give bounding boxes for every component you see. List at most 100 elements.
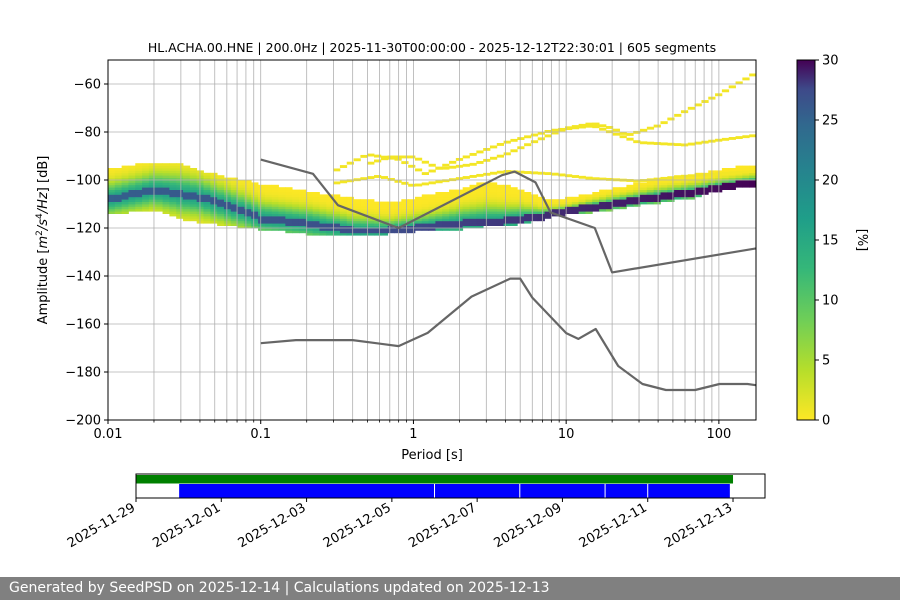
- heatmap-cell: [394, 230, 402, 234]
- heatmap-cell: [353, 199, 361, 202]
- footer-bar: Generated by SeedPSD on 2025-12-14 | Cal…: [0, 577, 900, 600]
- heatmap-cell: [210, 201, 218, 205]
- heatmap-cell: [449, 192, 457, 195]
- heatmap-cell: [162, 175, 170, 178]
- heatmap-cell: [558, 206, 566, 210]
- heatmap-cell: [469, 206, 477, 210]
- heatmap-cell: [367, 208, 375, 212]
- heatmap-cell: [517, 208, 525, 212]
- heatmap-cell: [237, 192, 245, 195]
- heatmap-cell: [155, 177, 163, 181]
- heatmap-cell: [414, 213, 423, 217]
- heatmap-cell: [394, 201, 402, 205]
- heatmap-cell: [605, 196, 614, 200]
- heatmap-cell: [217, 206, 225, 210]
- heatmap-cell: [462, 206, 470, 210]
- heatmap-cell: [108, 168, 116, 171]
- heatmap-cell: [271, 216, 279, 219]
- heatmap-cell: [667, 180, 675, 183]
- heatmap-cell: [578, 199, 586, 202]
- heatmap-cell: [660, 196, 668, 200]
- heatmap-cell: [264, 216, 273, 219]
- heatmap-cell: [721, 168, 730, 171]
- heatmap-cell: [142, 165, 150, 169]
- heatmap-cell: [326, 218, 334, 222]
- heatmap-cell: [237, 199, 245, 202]
- heatmap-cell: [674, 177, 682, 181]
- heatmap-cell: [189, 196, 198, 200]
- heatmap-cell: [503, 211, 511, 214]
- heatmap-cell: [449, 223, 457, 226]
- heatmap-cell: [258, 201, 266, 205]
- heatmap-cell: [503, 199, 511, 202]
- heatmap-cell: [176, 211, 184, 214]
- timeline-spans: [136, 475, 734, 498]
- heatmap-cell: [667, 192, 675, 195]
- heatmap-cell: [653, 201, 661, 205]
- heatmap-cell: [210, 208, 218, 212]
- heatmap-cell: [203, 211, 211, 214]
- heatmap-cell: [626, 184, 634, 188]
- heatmap-cell: [605, 194, 614, 198]
- heatmap-cell: [285, 196, 293, 200]
- heatmap-cell: [244, 180, 252, 183]
- heatmap-cell: [217, 199, 225, 202]
- heatmap-cell: [585, 208, 593, 212]
- heatmap-cell: [189, 201, 198, 205]
- heatmap-outlier-cell: [599, 127, 607, 131]
- heatmap-cell: [258, 228, 266, 231]
- heatmap-cell: [462, 208, 470, 212]
- heatmap-cell: [367, 204, 375, 207]
- heatmap-cell: [551, 211, 559, 214]
- heatmap-outlier-cell: [339, 180, 348, 184]
- heatmap-cell: [128, 199, 136, 202]
- heatmap-cell: [374, 208, 382, 212]
- heatmap-cell: [271, 223, 279, 226]
- heatmap-cell: [251, 182, 259, 186]
- heatmap-cell: [449, 220, 457, 224]
- heatmap-cell: [210, 175, 218, 178]
- heatmap-cell: [108, 177, 116, 181]
- heatmap-cell: [408, 218, 416, 222]
- heatmap-cell: [319, 199, 327, 202]
- heatmap-cell: [244, 220, 252, 224]
- heatmap-cell: [142, 187, 150, 190]
- heatmap-cell: [483, 223, 491, 226]
- heatmap-cell: [551, 199, 559, 202]
- heatmap-cell: [496, 201, 505, 205]
- heatmap-cell: [319, 213, 327, 217]
- heatmap-cell: [489, 211, 498, 214]
- heatmap-cell: [585, 201, 593, 205]
- heatmap-cell: [462, 216, 470, 219]
- heatmap-cell: [121, 192, 129, 195]
- heatmap-outlier-cell: [496, 154, 505, 158]
- heatmap-outlier-cell: [462, 163, 470, 167]
- heatmap-cell: [701, 192, 709, 195]
- heatmap-cell: [367, 220, 375, 224]
- heatmap-outlier-cell: [510, 138, 518, 142]
- colorbar-tick-label: 30: [822, 54, 839, 69]
- heatmap-cell: [346, 206, 354, 210]
- heatmap-cell: [530, 201, 539, 205]
- heatmap-cell: [162, 211, 170, 214]
- heatmap-cell: [128, 189, 136, 193]
- heatmap-cell: [735, 184, 743, 188]
- heatmap-cell: [114, 211, 123, 214]
- heatmap-cell: [189, 216, 198, 219]
- heatmap-cell: [380, 218, 389, 222]
- heatmap-cell: [162, 196, 170, 200]
- heatmap-cell: [517, 218, 525, 222]
- heatmap-outlier-cell: [462, 176, 470, 179]
- heatmap-cell: [108, 204, 116, 207]
- heatmap-cell: [401, 216, 409, 219]
- y-tick-label: −180: [65, 366, 101, 381]
- heatmap-outlier-cell: [339, 165, 348, 168]
- heatmap-cell: [387, 213, 395, 217]
- heatmap-cell: [189, 187, 198, 190]
- heatmap-cell: [462, 194, 470, 198]
- heatmap-cell: [476, 211, 484, 214]
- heatmap-cell: [408, 199, 416, 202]
- heatmap-cell: [442, 206, 450, 210]
- heatmap-cell: [251, 218, 259, 222]
- heatmap-cell: [223, 211, 232, 214]
